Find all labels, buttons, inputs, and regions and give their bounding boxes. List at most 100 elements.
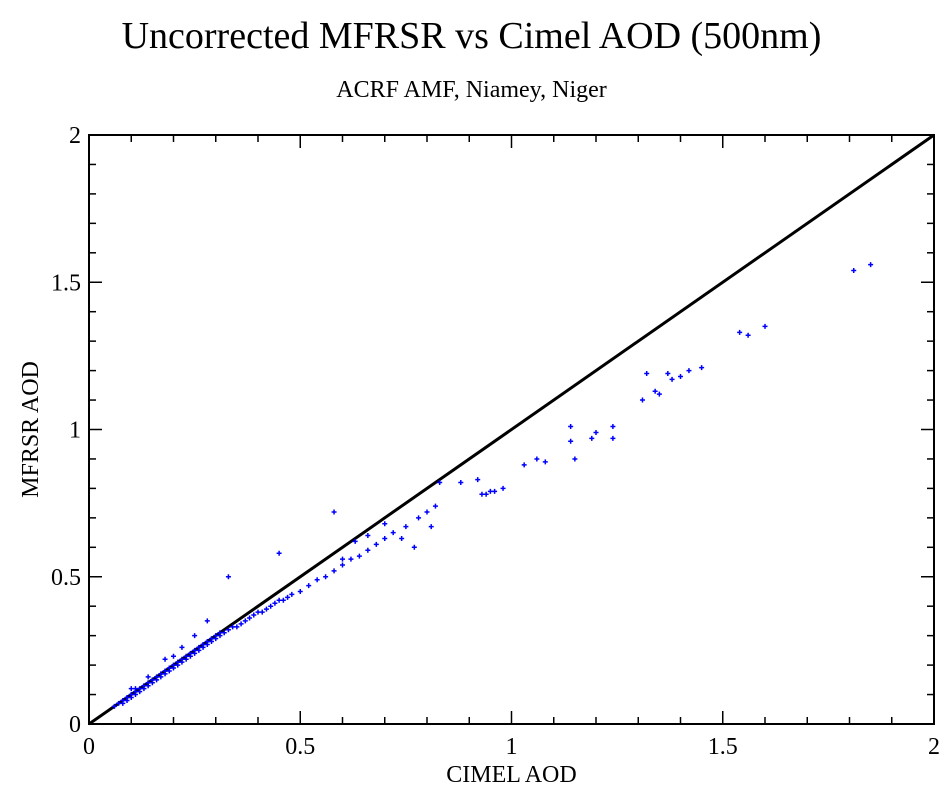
data-point bbox=[699, 365, 705, 371]
data-point bbox=[297, 588, 303, 594]
data-point bbox=[149, 677, 155, 683]
data-point bbox=[365, 533, 371, 539]
data-point bbox=[399, 535, 405, 541]
data-point bbox=[868, 262, 874, 268]
data-point bbox=[542, 459, 548, 465]
data-point bbox=[340, 556, 345, 562]
data-point bbox=[204, 639, 210, 645]
data-point bbox=[382, 521, 388, 527]
data-point bbox=[521, 462, 527, 468]
data-point bbox=[458, 480, 464, 486]
data-point bbox=[428, 524, 434, 530]
data-point bbox=[221, 630, 227, 636]
data-point bbox=[745, 332, 751, 338]
data-point bbox=[568, 424, 574, 430]
data-point bbox=[225, 627, 231, 633]
data-point bbox=[158, 671, 164, 677]
data-point bbox=[192, 633, 198, 639]
data-point bbox=[323, 574, 329, 580]
data-points bbox=[111, 262, 874, 709]
data-point bbox=[145, 680, 151, 686]
chart-subtitle: ACRF AMF, Niamey, Niger bbox=[336, 77, 607, 103]
data-point bbox=[209, 636, 215, 642]
data-point bbox=[225, 574, 231, 580]
data-point bbox=[192, 647, 198, 653]
data-point bbox=[534, 456, 540, 462]
data-point bbox=[242, 618, 248, 624]
data-point bbox=[483, 491, 489, 497]
data-point bbox=[665, 371, 671, 377]
data-point bbox=[373, 541, 379, 547]
data-point bbox=[610, 424, 616, 430]
data-point bbox=[403, 524, 409, 530]
data-point bbox=[411, 544, 417, 550]
data-point bbox=[390, 530, 396, 536]
data-point bbox=[589, 435, 595, 441]
data-point bbox=[128, 686, 134, 692]
data-point bbox=[639, 397, 645, 403]
data-point bbox=[285, 594, 291, 600]
data-point bbox=[234, 624, 240, 630]
data-point bbox=[196, 644, 202, 650]
data-point bbox=[162, 656, 168, 662]
data-point bbox=[272, 600, 278, 606]
data-point bbox=[686, 368, 692, 374]
data-point bbox=[276, 597, 282, 603]
x-tick-label: 0 bbox=[83, 734, 95, 760]
y-tick-label: 0.5 bbox=[51, 565, 81, 591]
data-point bbox=[652, 388, 658, 394]
data-point bbox=[314, 577, 320, 583]
data-point bbox=[276, 550, 282, 556]
data-point bbox=[348, 556, 354, 562]
data-point bbox=[656, 391, 662, 397]
data-point bbox=[737, 329, 743, 335]
data-point bbox=[230, 624, 236, 630]
y-tick-label: 1 bbox=[69, 418, 81, 444]
data-point bbox=[171, 662, 176, 668]
data-point bbox=[356, 553, 362, 559]
data-point bbox=[124, 694, 130, 700]
data-point bbox=[179, 644, 185, 650]
data-point bbox=[204, 618, 210, 624]
data-point bbox=[475, 477, 481, 483]
data-point bbox=[238, 621, 244, 627]
data-point bbox=[365, 547, 371, 553]
x-tick-label: 1 bbox=[506, 734, 518, 760]
data-point bbox=[479, 491, 485, 497]
y-tick-label: 1.5 bbox=[51, 270, 81, 296]
data-point bbox=[251, 612, 257, 618]
data-point bbox=[145, 674, 151, 680]
data-point bbox=[593, 429, 599, 435]
data-point bbox=[166, 665, 172, 671]
data-point bbox=[213, 633, 219, 639]
data-point bbox=[132, 686, 138, 692]
data-point bbox=[669, 376, 675, 382]
data-point bbox=[171, 653, 176, 659]
data-point bbox=[572, 456, 578, 462]
data-point bbox=[268, 603, 274, 609]
data-point bbox=[111, 703, 117, 709]
identity-line-group bbox=[88, 133, 935, 726]
data-point bbox=[183, 653, 189, 659]
data-point bbox=[610, 435, 616, 441]
data-point bbox=[492, 488, 498, 494]
axis-ticks bbox=[88, 134, 935, 725]
data-point bbox=[259, 609, 265, 615]
data-point bbox=[128, 692, 134, 698]
data-point bbox=[247, 615, 253, 621]
data-point bbox=[851, 267, 857, 273]
x-axis-title: CIMEL AOD bbox=[446, 762, 576, 786]
data-point bbox=[762, 323, 768, 329]
data-point bbox=[120, 697, 126, 703]
data-point bbox=[179, 656, 185, 662]
data-point bbox=[154, 674, 160, 680]
data-point bbox=[424, 509, 430, 515]
data-point bbox=[437, 480, 443, 486]
data-point bbox=[500, 485, 506, 491]
data-point bbox=[116, 700, 122, 706]
y-axis-title: MFRSR AOD bbox=[18, 361, 44, 498]
chart-title: Uncorrected MFRSR vs Cimel AOD (500nm) bbox=[121, 15, 822, 57]
data-point bbox=[340, 562, 345, 568]
x-tick-label: 1.5 bbox=[708, 734, 738, 760]
data-point bbox=[255, 609, 261, 615]
